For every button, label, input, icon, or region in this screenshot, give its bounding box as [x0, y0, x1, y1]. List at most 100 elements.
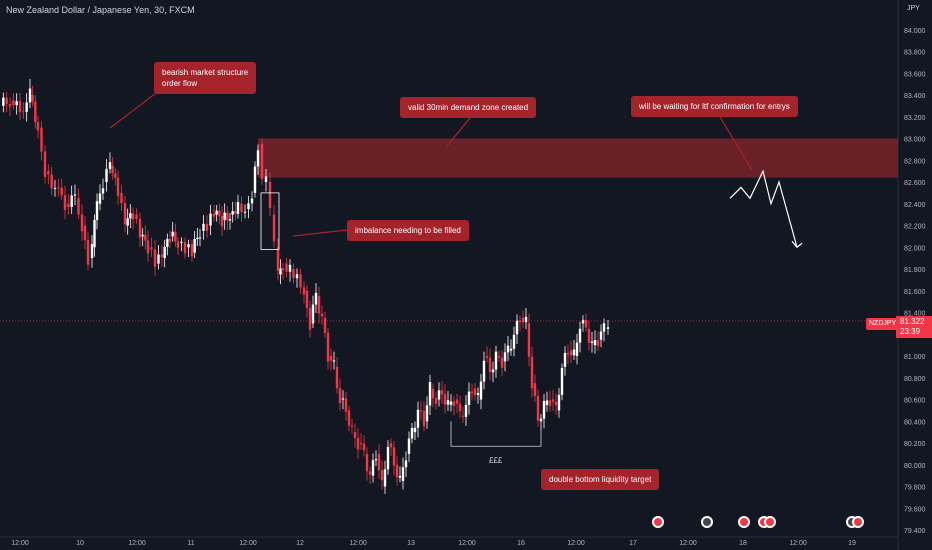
demand-pointer — [446, 117, 471, 147]
candle-body — [606, 327, 610, 329]
annotation-bearish-structure[interactable]: bearish market structure order flow — [154, 62, 257, 94]
candle-body — [18, 101, 22, 113]
candle-body — [5, 97, 8, 104]
candle-body — [8, 103, 12, 107]
candle-body — [202, 223, 205, 231]
candle-body — [329, 356, 333, 361]
candle-body — [521, 317, 525, 323]
candle-body — [276, 247, 280, 271]
candle-body — [47, 171, 50, 175]
annotation-demand-zone[interactable]: valid 30min demand zone created — [400, 97, 537, 118]
candle-body — [86, 240, 90, 265]
candle-body — [281, 268, 285, 271]
annotation-double-bottom[interactable]: double bottom liquidity target — [541, 469, 660, 490]
x-tick-label: 11 — [187, 540, 194, 547]
candle-body — [491, 369, 495, 373]
candle-body — [15, 101, 18, 106]
candle-body — [476, 392, 480, 396]
x-tick-label: 18 — [739, 540, 747, 547]
candle-body — [22, 111, 25, 113]
candle-body — [193, 239, 196, 253]
candle-body — [377, 453, 381, 471]
candle-body — [36, 122, 40, 131]
y-tick-label: 84.000 — [904, 28, 926, 35]
candle-body — [111, 165, 114, 174]
candle-body — [126, 218, 129, 226]
annotation-ltf-confirmation[interactable]: will be waiting for ltf confirmation for… — [631, 96, 798, 117]
candle-body — [305, 290, 309, 308]
annotation-imbalance[interactable]: imbalance needing to be filled — [347, 220, 469, 241]
candle-body — [153, 249, 157, 267]
candle-body — [362, 443, 366, 451]
candle-body — [479, 381, 483, 400]
x-tick-label: 12:00 — [789, 540, 807, 547]
candle-body — [431, 388, 435, 399]
event-marker[interactable] — [764, 516, 776, 528]
candle-body — [116, 177, 120, 196]
y-tick-label: 82.800 — [904, 158, 926, 165]
candle-body — [437, 390, 441, 400]
double-bottom-line — [450, 421, 542, 447]
candle-body — [560, 367, 564, 395]
candle-body — [80, 214, 84, 232]
candle-body — [190, 244, 194, 257]
candle-body — [593, 340, 597, 346]
y-tick-label: 79.800 — [904, 485, 926, 492]
y-tick-label: 81.000 — [904, 354, 926, 361]
candle-body — [226, 212, 229, 221]
candle-body — [253, 166, 257, 193]
y-tick-label: 81.400 — [904, 311, 926, 318]
candle-body — [166, 238, 169, 247]
x-tick-label: 10 — [76, 540, 84, 547]
candle-body — [389, 443, 393, 448]
candle-body — [260, 143, 264, 180]
candle-body — [338, 388, 342, 404]
candle-body — [323, 317, 327, 333]
candle-body — [518, 320, 522, 323]
candle-body — [563, 352, 567, 367]
candle-body — [548, 400, 552, 406]
candle-body — [90, 244, 94, 259]
candle-body — [272, 214, 276, 242]
candle-body — [183, 241, 187, 254]
candle-body — [326, 332, 330, 362]
candle-body — [536, 395, 540, 421]
candle-body — [347, 410, 351, 426]
event-marker[interactable] — [652, 516, 664, 528]
candle-body — [341, 398, 345, 400]
currency-label: JPY — [907, 5, 920, 12]
candle-body — [57, 187, 60, 189]
candle-body — [470, 391, 474, 394]
candle-body — [105, 168, 108, 182]
candle-body — [40, 127, 43, 152]
y-tick-label: 82.600 — [904, 180, 926, 187]
candle-body — [231, 211, 234, 215]
x-tick-label: 16 — [517, 540, 525, 547]
candle-body — [168, 238, 172, 242]
event-marker[interactable] — [852, 516, 864, 528]
candle-body — [524, 316, 528, 323]
x-tick-label: 17 — [629, 540, 637, 547]
candle-body — [220, 215, 224, 227]
y-tick-label: 80.800 — [904, 376, 926, 383]
event-marker[interactable] — [738, 516, 750, 528]
candle-body — [533, 383, 537, 396]
candle-body — [171, 231, 174, 237]
price-axis-panel — [898, 0, 932, 550]
candle-body — [28, 88, 32, 103]
y-tick-label: 83.200 — [904, 115, 926, 122]
candle-body — [138, 218, 142, 238]
candle-body — [512, 334, 516, 349]
candle-body — [157, 254, 160, 264]
event-marker[interactable] — [701, 516, 713, 528]
candle-body — [473, 388, 477, 396]
candle-body — [488, 357, 492, 373]
candle-body — [422, 410, 426, 427]
candle-body — [93, 219, 96, 248]
candle-body — [73, 194, 77, 196]
candle-body — [150, 247, 153, 250]
imbalance-box — [260, 192, 280, 250]
candle-body — [401, 467, 405, 482]
candle-body — [398, 475, 402, 478]
